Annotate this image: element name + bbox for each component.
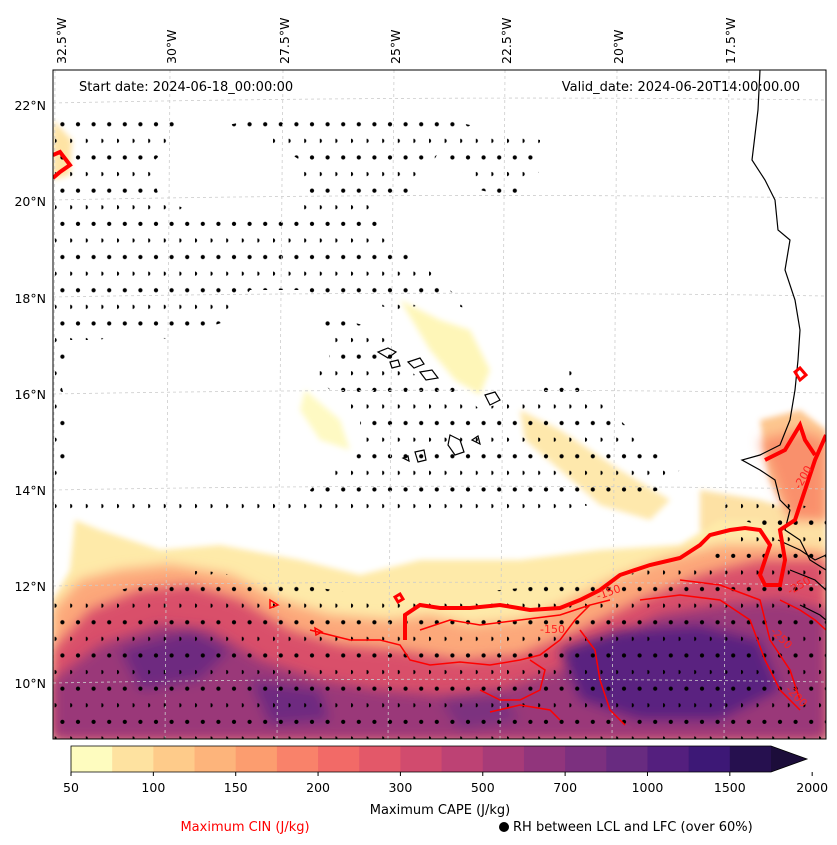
colorbar-cell bbox=[688, 746, 731, 772]
cin-contours bbox=[53, 149, 826, 726]
colorbar-cell bbox=[565, 746, 607, 772]
lat-label: 14°N bbox=[14, 483, 46, 498]
stipple-region-northeast bbox=[720, 495, 826, 530]
colorbar-tick-label: 1000 bbox=[632, 780, 664, 795]
colorbar-extend-triangle bbox=[771, 746, 807, 772]
colorbar-cell bbox=[606, 746, 648, 772]
latitude-labels: 22°N 20°N 18°N 16°N 14°N 12°N 10°N bbox=[14, 98, 46, 691]
lon-label: 20°W bbox=[611, 29, 626, 64]
colorbar-tick-label: 700 bbox=[553, 780, 577, 795]
stipple-region-south bbox=[53, 520, 826, 739]
colorbar-cell bbox=[318, 746, 360, 772]
colorbar-tick-label: 500 bbox=[471, 780, 495, 795]
map-panel: -150 -150 -250 -250 -200 -200 Start date… bbox=[52, 69, 827, 740]
cin-legend-label: Maximum CIN (J/kg) bbox=[180, 820, 309, 835]
colorbar-tick-label: 2000 bbox=[796, 780, 828, 795]
rh-legend-marker bbox=[499, 822, 509, 832]
legend: Maximum CIN (J/kg) RH between LCL and LF… bbox=[180, 820, 752, 835]
colorbar-cell bbox=[153, 746, 196, 772]
colorbar-cell bbox=[400, 746, 443, 772]
rh-stipple-dots bbox=[53, 110, 826, 739]
colorbar-tick-label: 100 bbox=[141, 780, 165, 795]
lat-label: 10°N bbox=[14, 676, 46, 691]
colorbar-cell bbox=[71, 746, 113, 772]
colorbar-tick-label: 200 bbox=[306, 780, 330, 795]
lat-label: 16°N bbox=[14, 387, 46, 402]
colorbar-cell bbox=[194, 746, 237, 772]
colorbar-tick-label: 50 bbox=[63, 780, 79, 795]
colorbar-cell bbox=[647, 746, 690, 772]
colorbar-cells bbox=[71, 746, 807, 772]
colorbar-cell bbox=[112, 746, 154, 772]
lon-label: 25°W bbox=[388, 29, 403, 64]
colorbar-cell bbox=[482, 746, 525, 772]
lon-label: 17.5°W bbox=[723, 18, 738, 64]
coastline bbox=[376, 70, 826, 621]
graticule bbox=[53, 70, 826, 739]
colorbar-tick-label: 300 bbox=[388, 780, 412, 795]
colorbar-cell bbox=[441, 746, 484, 772]
colorbar-ticks: 50 100 150 200 300 500 700 1000 1500 2000 bbox=[63, 772, 828, 795]
longitude-labels: 32.5°W 30°W 27.5°W 25°W 22.5°W 20°W 17.5… bbox=[54, 18, 738, 64]
colorbar-cell bbox=[276, 746, 319, 772]
colorbar-cell bbox=[359, 746, 401, 772]
lon-label: 27.5°W bbox=[277, 18, 292, 64]
lon-label: 22.5°W bbox=[499, 18, 514, 64]
start-date-text: Start date: 2024-06-18_00:00:00 bbox=[79, 80, 293, 95]
lat-label: 22°N bbox=[14, 98, 46, 113]
valid-date-text: Valid_date: 2024-06-20T14:00:00.00 bbox=[562, 80, 800, 95]
colorbar-cell bbox=[729, 746, 772, 772]
colorbar-tick-label: 150 bbox=[224, 780, 248, 795]
colorbar-cell bbox=[235, 746, 278, 772]
lon-label: 30°W bbox=[164, 29, 179, 64]
lat-label: 18°N bbox=[14, 291, 46, 306]
cin-contour-label: -150 bbox=[540, 623, 565, 636]
colorbar-label: Maximum CAPE (J/kg) bbox=[370, 803, 510, 818]
map-frame bbox=[52, 69, 827, 740]
lon-label: 32.5°W bbox=[54, 18, 69, 64]
rh-legend-label: RH between LCL and LFC (over 60%) bbox=[513, 820, 753, 835]
lat-label: 12°N bbox=[14, 579, 46, 594]
colorbar-tick-label: 1500 bbox=[714, 780, 746, 795]
colorbar-outline bbox=[70, 745, 809, 773]
colorbar: 50 100 150 200 300 500 700 1000 1500 2000 Maximum… bbox=[63, 745, 828, 818]
colorbar-cell bbox=[523, 746, 566, 772]
lat-label: 20°N bbox=[14, 194, 46, 209]
